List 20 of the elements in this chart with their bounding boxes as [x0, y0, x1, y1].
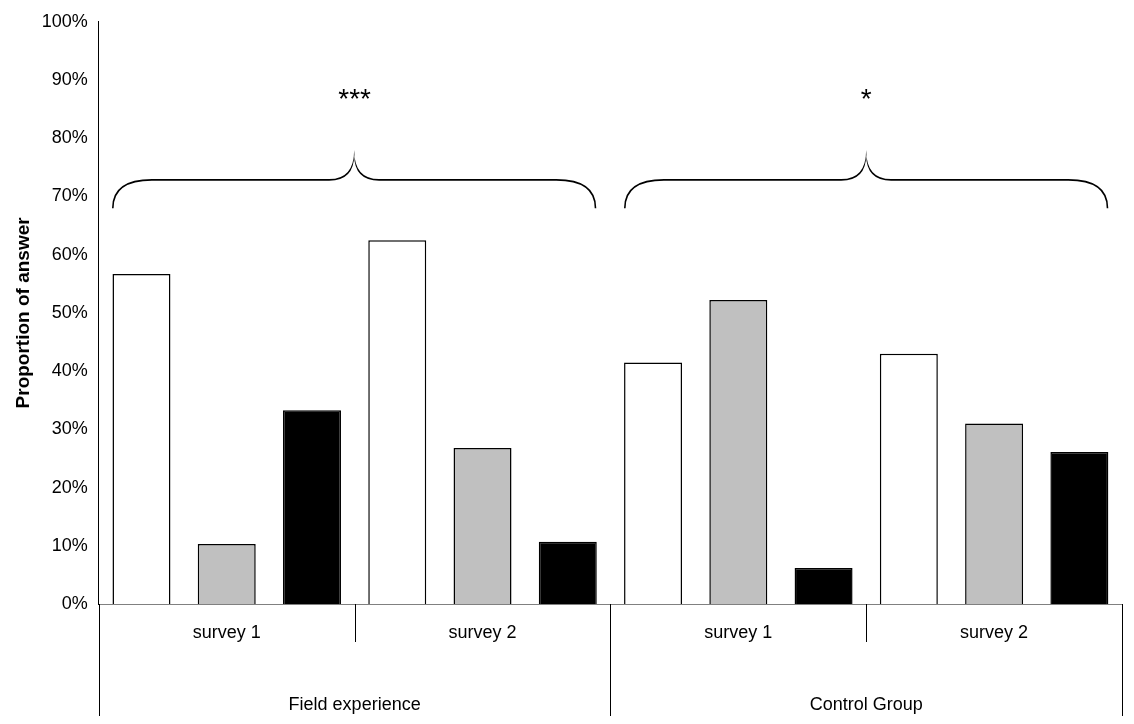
x-tick-label: survey 2 — [960, 621, 1029, 642]
y-tick-label: 0% — [61, 592, 88, 613]
y-tick-label: 20% — [51, 476, 88, 497]
y-tick-label: 30% — [51, 418, 88, 439]
y-tick-label: 100% — [41, 10, 88, 31]
y-tick-label: 40% — [51, 360, 88, 381]
text: Field experience — [288, 694, 421, 714]
y-tick-label: 10% — [51, 534, 88, 555]
y-tick-label: 70% — [51, 185, 88, 206]
annotation: *** — [338, 83, 372, 115]
y-tick-label: 50% — [51, 301, 88, 322]
x-tick-label: survey 1 — [704, 621, 773, 642]
y-tick-label: 60% — [51, 243, 88, 264]
annotation: * — [860, 83, 872, 115]
x-tick-label: survey 2 — [448, 621, 517, 642]
y-tick-label: 90% — [51, 68, 88, 89]
y-tick-label: 80% — [51, 127, 88, 148]
x-tick-label: survey 1 — [192, 621, 261, 642]
y-axis-title: Proportion of answer — [11, 216, 33, 409]
text: Control Group — [809, 694, 923, 714]
